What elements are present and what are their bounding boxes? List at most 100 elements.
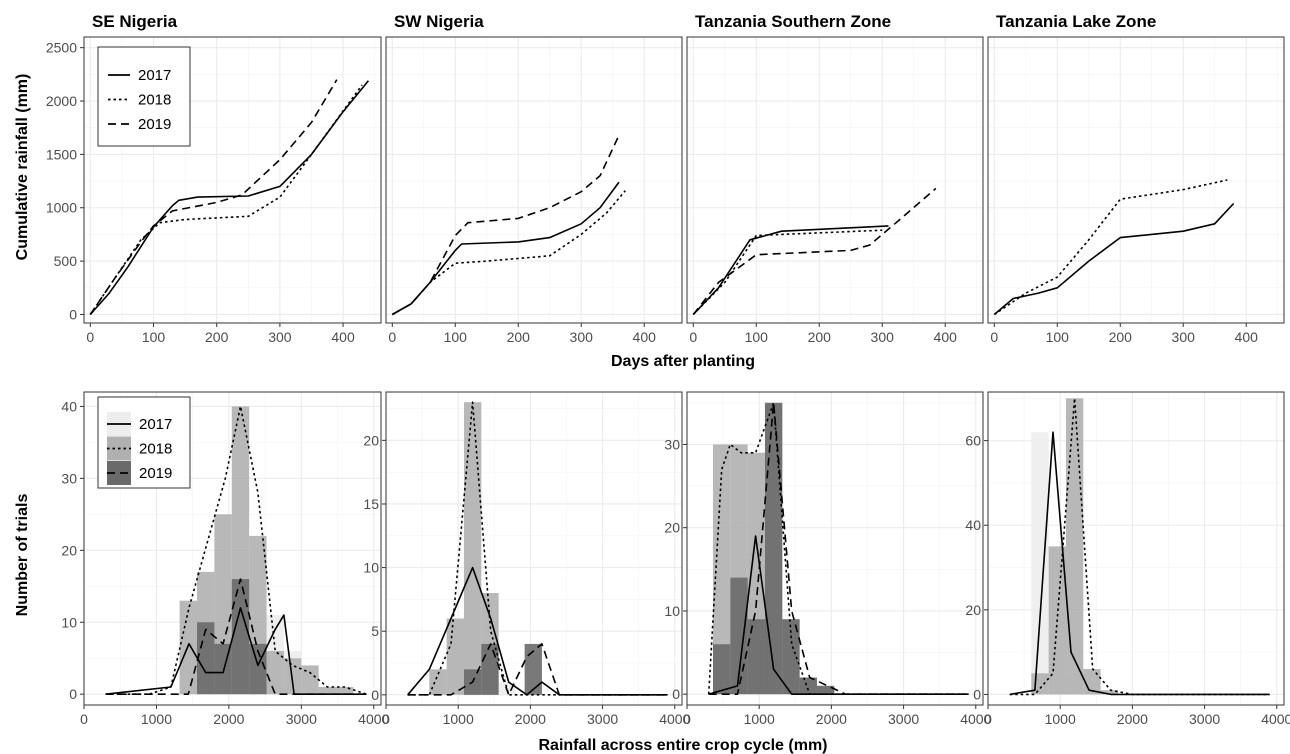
y-tick-label: 40	[61, 398, 77, 414]
series-line-2017	[1009, 431, 1270, 696]
panel-0: 0 100 200 300 400 0 500 1000 1500 2000 2500 SE Nige…	[46, 12, 382, 345]
histogram-bar-2018	[446, 618, 464, 695]
x-tick-label: 200	[507, 329, 531, 345]
histogram-bar-2017	[1031, 432, 1049, 695]
histogram-bar-2019	[764, 402, 783, 695]
x-tick-label: 400	[331, 329, 355, 345]
series-line-2019	[89, 79, 338, 315]
panel-2: 0 100 200 300 400 Tanzania Southern Zone	[686, 12, 984, 345]
legend-label: 2019	[138, 116, 171, 133]
panel-background	[386, 37, 682, 323]
x-tick-label: 0	[388, 329, 396, 345]
panel-border	[385, 391, 683, 706]
histogram-bar-2018	[283, 658, 302, 695]
y-tick-label: 0	[69, 306, 77, 322]
legend-box	[97, 46, 191, 147]
y-tick-label: 10	[664, 603, 680, 619]
y-tick-label: 30	[61, 470, 77, 486]
y-tick-label: 10	[61, 614, 77, 630]
legend-bottom: 2017 2018 2019	[97, 396, 191, 489]
panel-title: SE Nigeria	[92, 12, 178, 31]
x-tick-label: 3000	[587, 711, 618, 727]
histogram-bar-2019	[799, 677, 817, 695]
y-tick-label: 30	[664, 436, 680, 452]
histogram-bar-2019	[481, 643, 499, 695]
x-tick-label: 300	[871, 329, 895, 345]
legend-top: 2017 2018 2019	[97, 46, 191, 147]
x-tick-label: 2000	[816, 711, 847, 727]
y-tick-label: 1000	[46, 200, 77, 216]
x-tick-label: 1000	[744, 711, 775, 727]
y-tick-label: 0	[69, 686, 77, 702]
histogram-bar-2018	[266, 651, 284, 695]
panel-border	[987, 36, 1285, 324]
y-tick-label: 0	[672, 686, 680, 702]
y-tick-label: 2000	[46, 93, 77, 109]
x-tick-label: 200	[808, 329, 832, 345]
panel-border	[686, 36, 984, 324]
x-tick-label: 1000	[1045, 711, 1076, 727]
panel-background	[687, 37, 983, 323]
histogram-bar-2019	[747, 619, 765, 695]
x-tick-label: 0	[86, 329, 94, 345]
x-tick-label: 0	[984, 711, 992, 727]
legend-label: 2017	[138, 67, 171, 84]
y-tick-label: 1500	[46, 146, 77, 162]
y-tick-label: 5	[371, 623, 379, 639]
x-tick-label: 300	[570, 329, 594, 345]
panel-border	[987, 391, 1285, 706]
histogram-bar-2018	[336, 687, 354, 695]
x-tick-label: 100	[745, 329, 769, 345]
histogram-bar-2018	[1065, 398, 1084, 695]
y-tick-label: 20	[61, 542, 77, 558]
histogram-bar-2018	[301, 665, 319, 695]
x-tick-label: 100	[142, 329, 166, 345]
panel-border	[385, 36, 683, 324]
panel-title: SW Nigeria	[394, 12, 484, 31]
bottom-y-axis-label: Number of trials	[14, 494, 31, 617]
histogram-bar-2019	[524, 643, 542, 695]
histogram-bar-2019	[712, 644, 731, 695]
series-line-2019	[692, 187, 937, 315]
histogram-bar-2019	[782, 619, 800, 695]
y-tick-label: 2500	[46, 40, 77, 56]
histogram-bar-2018	[318, 687, 337, 695]
panel-title: Tanzania Lake Zone	[996, 12, 1156, 31]
x-tick-label: 200	[205, 329, 229, 345]
x-tick-label: 4000	[358, 711, 389, 727]
panel-3: 0 100 200 300 400 Tanzania Lake Zone	[987, 12, 1285, 345]
x-tick-label: 4000	[960, 711, 991, 727]
histogram-bar-2018	[1100, 690, 1118, 695]
series-line-2019	[708, 401, 969, 696]
y-tick-label: 20	[664, 520, 680, 536]
series-line-2017	[993, 202, 1235, 316]
x-tick-label: 3000	[1189, 711, 1220, 727]
x-tick-label: 100	[1046, 329, 1070, 345]
series-line-2018	[993, 179, 1228, 316]
y-tick-label: 60	[965, 433, 981, 449]
x-tick-label: 400	[1235, 329, 1259, 345]
x-tick-label: 400	[633, 329, 657, 345]
histogram-bar-2018	[463, 402, 482, 695]
x-tick-label: 0	[689, 329, 697, 345]
y-tick-label: 15	[363, 496, 379, 512]
x-tick-label: 4000	[659, 711, 690, 727]
histogram-bar-2018	[712, 444, 731, 695]
y-tick-label: 0	[973, 686, 981, 702]
y-tick-label: 20	[965, 602, 981, 618]
y-tick-label: 0	[371, 687, 379, 703]
legend-label: 2018	[138, 92, 171, 109]
series-line-2018	[1009, 397, 1270, 696]
panel-border	[83, 36, 382, 324]
panel-7: 0 1000 2000 3000 4000 0 20 40 60	[965, 391, 1290, 727]
x-tick-label: 2000	[1117, 711, 1148, 727]
panel-1: 0 100 200 300 400 SW Nigeria	[385, 12, 683, 345]
panel-title: Tanzania Southern Zone	[695, 12, 891, 31]
y-tick-label: 500	[54, 253, 78, 269]
legend-label: 2019	[139, 465, 172, 482]
x-tick-label: 2000	[515, 711, 546, 727]
histogram-bar-2019	[197, 622, 215, 695]
